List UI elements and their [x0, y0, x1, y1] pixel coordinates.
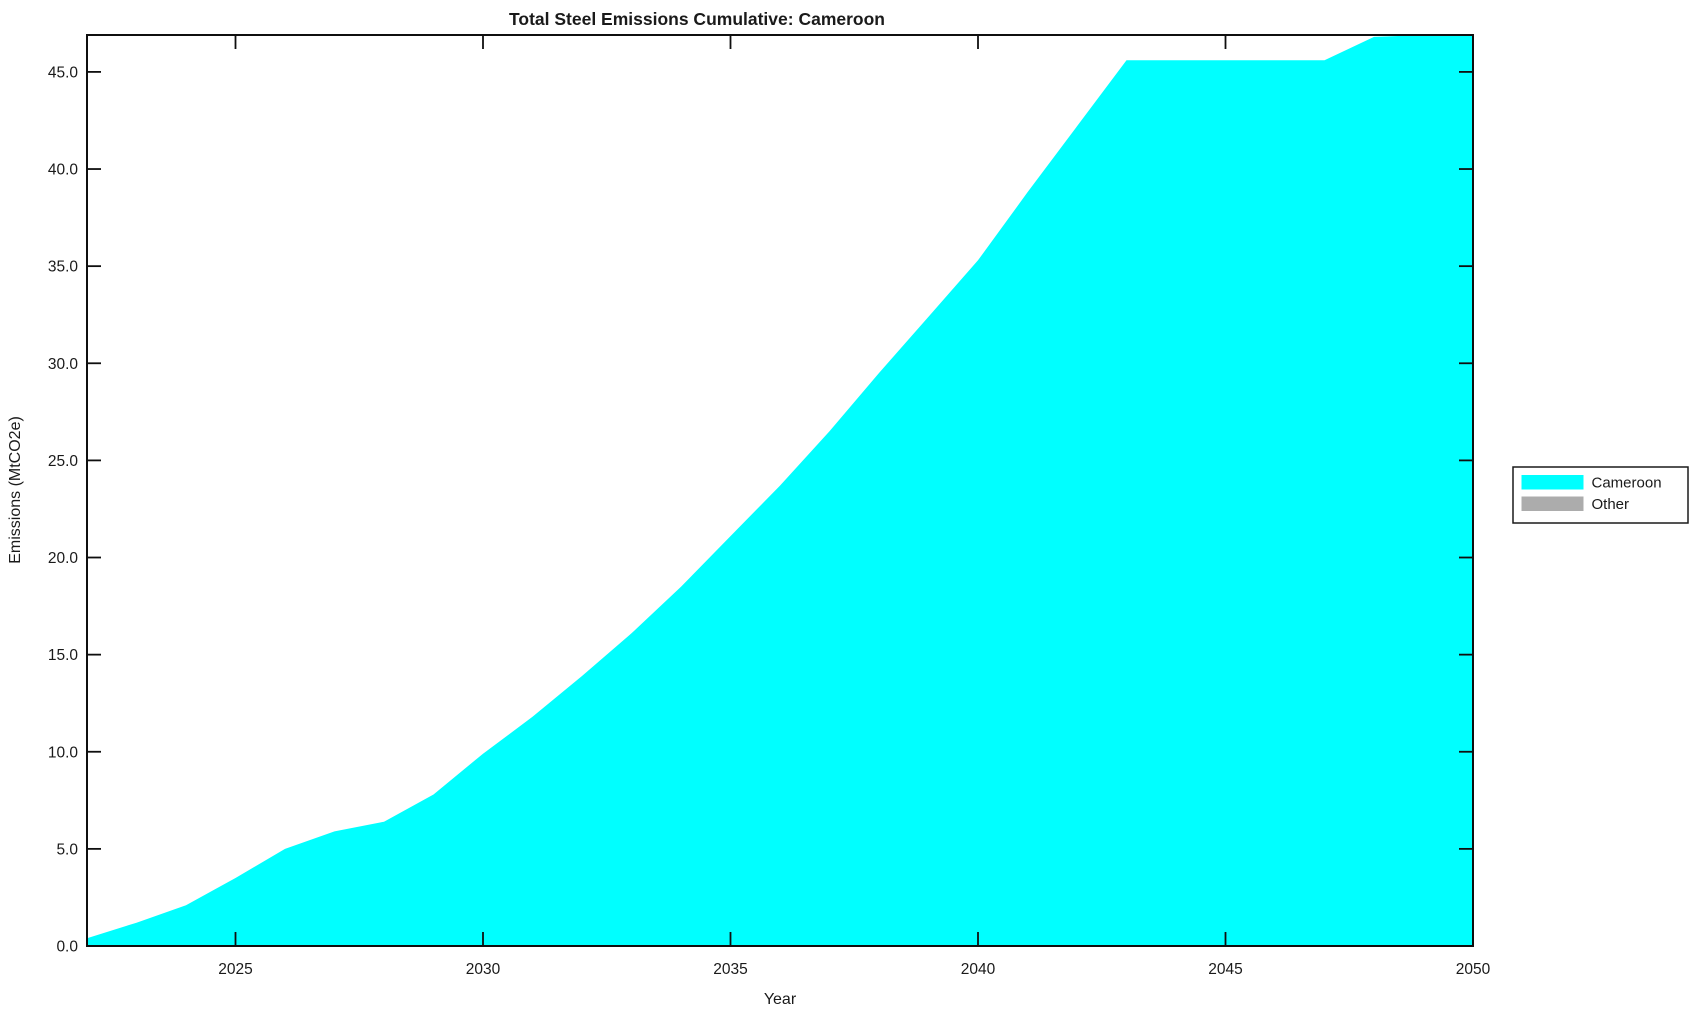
y-axis-label: Emissions (MtCO2e)	[7, 416, 24, 564]
x-tick-label: 2035	[713, 961, 747, 978]
legend: Cameroon Other	[1512, 466, 1689, 524]
legend-swatch-other	[1521, 496, 1584, 511]
x-tick-label: 2050	[1456, 961, 1491, 978]
y-tick-label: 20.0	[48, 550, 79, 567]
area-series-group	[87, 35, 1473, 946]
x-tick-label: 2025	[218, 961, 252, 978]
chart-title: Total Steel Emissions Cumulative: Camero…	[509, 9, 885, 29]
legend-entries: Cameroon Other	[1521, 475, 1662, 513]
x-tick-label: 2030	[466, 961, 501, 978]
y-tick-labels: 0.0 5.0 10.0 15.0 20.0 25.0 30.0 35.0 40.0 45.0	[48, 64, 79, 955]
legend-label-cameroon: Cameroon	[1592, 475, 1662, 492]
y-tick-label: 35.0	[48, 259, 79, 276]
y-tick-label: 45.0	[48, 64, 79, 81]
tick-marks	[87, 35, 1474, 947]
y-tick-label: 25.0	[48, 453, 79, 470]
y-tick-label: 40.0	[48, 162, 79, 179]
y-tick-label: 10.0	[48, 744, 79, 761]
plot-border	[86, 34, 1474, 947]
x-tick-labels: 2025 2030 2035 2040 2045 2050	[218, 961, 1490, 978]
x-tick-label: 2045	[1208, 961, 1242, 978]
legend-label-other: Other	[1592, 496, 1630, 513]
y-tick-label: 30.0	[48, 356, 79, 373]
legend-swatch-cameroon	[1521, 475, 1584, 490]
y-tick-label: 5.0	[56, 841, 78, 858]
x-tick-label: 2040	[961, 961, 996, 978]
x-axis-label: Year	[764, 991, 797, 1008]
area-series-cameroon	[87, 35, 1473, 946]
y-tick-label: 0.0	[56, 939, 78, 956]
y-tick-label: 15.0	[48, 647, 79, 664]
